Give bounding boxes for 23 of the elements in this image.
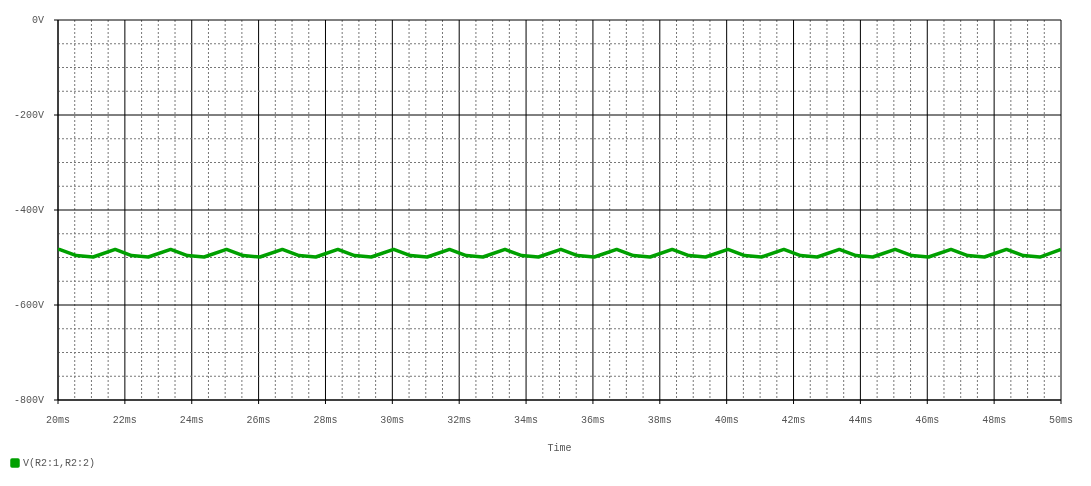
x-tick-label: 34ms bbox=[514, 414, 539, 426]
x-tick-label: 20ms bbox=[46, 414, 71, 426]
y-tick-label: 0V bbox=[31, 14, 44, 26]
x-tick-label: 44ms bbox=[848, 414, 873, 426]
y-tick-label: -800V bbox=[13, 394, 44, 406]
x-tick-label: 38ms bbox=[647, 414, 672, 426]
x-tick-label: 48ms bbox=[982, 414, 1007, 426]
legend-label: V(R2:1,R2:2) bbox=[23, 457, 96, 469]
x-axis-title: Time bbox=[547, 442, 572, 454]
x-tick-label: 50ms bbox=[1048, 414, 1074, 426]
y-tick-label: -600V bbox=[13, 299, 44, 311]
x-tick-label: 30ms bbox=[380, 414, 405, 426]
x-tick-label: 36ms bbox=[580, 414, 605, 426]
x-tick-label: 28ms bbox=[313, 414, 338, 426]
x-tick-label: 42ms bbox=[781, 414, 806, 426]
x-tick-label: 22ms bbox=[112, 414, 137, 426]
x-tick-label: 26ms bbox=[246, 414, 271, 426]
y-tick-label: -400V bbox=[13, 204, 44, 216]
y-tick-label: -200V bbox=[13, 109, 44, 121]
x-tick-label: 32ms bbox=[447, 414, 472, 426]
x-tick-label: 40ms bbox=[714, 414, 739, 426]
x-tick-label: 46ms bbox=[915, 414, 940, 426]
x-tick-label: 24ms bbox=[179, 414, 204, 426]
